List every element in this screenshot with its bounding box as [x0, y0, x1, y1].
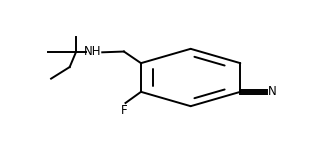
Text: N: N — [268, 85, 277, 98]
Text: NH: NH — [83, 45, 101, 58]
Text: F: F — [121, 104, 127, 117]
